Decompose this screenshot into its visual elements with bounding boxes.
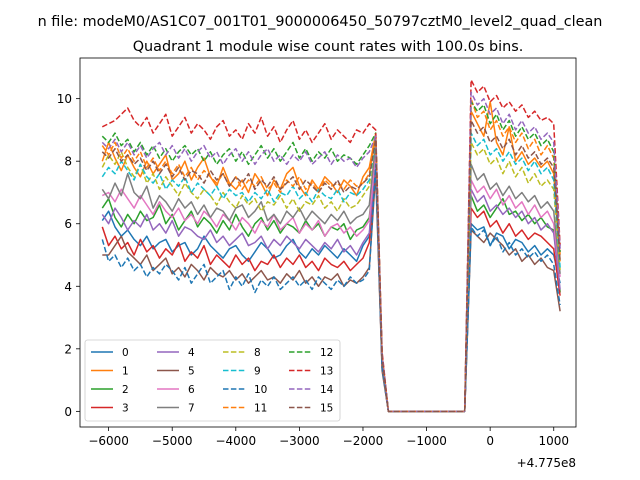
x-tick-label: −2000 (343, 434, 384, 448)
series-line-4 (101, 157, 561, 413)
legend-label: 8 (254, 347, 261, 359)
y-tick-label: 0 (64, 405, 72, 419)
legend-label: 2 (122, 384, 129, 396)
series-line-11 (101, 97, 561, 413)
legend-label: 10 (254, 384, 267, 396)
x-tick-label: −1000 (406, 434, 447, 448)
legend-label: 14 (320, 384, 334, 396)
figure-suptitle: n file: modeM0/AS1C07_001T01_9000006450_… (38, 14, 603, 30)
series-line-12 (101, 101, 561, 413)
series-line-0 (101, 147, 561, 413)
x-axis: −6000 −5000 −4000 −3000 −2000 −1000 0 1000 (88, 427, 569, 448)
series-line-5 (102, 172, 561, 413)
series-line-6 (101, 151, 561, 413)
series-line-10 (101, 163, 561, 413)
y-tick-label: 4 (64, 280, 72, 294)
legend-label: 6 (188, 384, 195, 396)
x-tick-label: −5000 (152, 434, 193, 448)
legend-box (84, 339, 341, 422)
series-line-15 (101, 119, 561, 413)
series-line-14 (101, 91, 561, 413)
legend-label: 4 (188, 347, 195, 359)
legend-label: 13 (320, 365, 333, 377)
x-tick-label: −3000 (279, 434, 320, 448)
legend-label: 9 (254, 365, 261, 377)
x-tick-label: 1000 (538, 434, 569, 448)
legend-label: 0 (122, 347, 129, 359)
y-tick-label: 8 (64, 155, 72, 169)
legend-label: 1 (122, 365, 129, 377)
x-offset-label: +4.775e8 (517, 456, 576, 470)
x-tick-label: −6000 (88, 434, 129, 448)
legend-label: 11 (254, 402, 267, 414)
y-tick-label: 2 (64, 342, 72, 356)
legend-label: 15 (320, 402, 333, 414)
series-layer (101, 79, 561, 413)
y-tick-label: 10 (57, 92, 72, 106)
series-line-3 (101, 163, 561, 413)
series-line-7 (101, 141, 561, 413)
plot-frame (79, 57, 577, 428)
series-line-13 (101, 79, 561, 413)
legend-label: 12 (320, 347, 333, 359)
legend-label: 3 (122, 402, 129, 414)
chart-title: Quadrant 1 module wise count rates with … (133, 39, 524, 55)
x-tick-label: 0 (486, 434, 494, 448)
series-line-1 (101, 101, 561, 413)
series-line-8 (101, 138, 561, 413)
legend-label: 5 (188, 365, 195, 377)
y-axis: 0 2 4 6 8 10 (57, 92, 80, 419)
x-tick-label: −4000 (215, 434, 256, 448)
legend-label: 7 (188, 402, 195, 414)
series-line-9 (101, 132, 561, 413)
y-tick-label: 6 (64, 217, 72, 231)
